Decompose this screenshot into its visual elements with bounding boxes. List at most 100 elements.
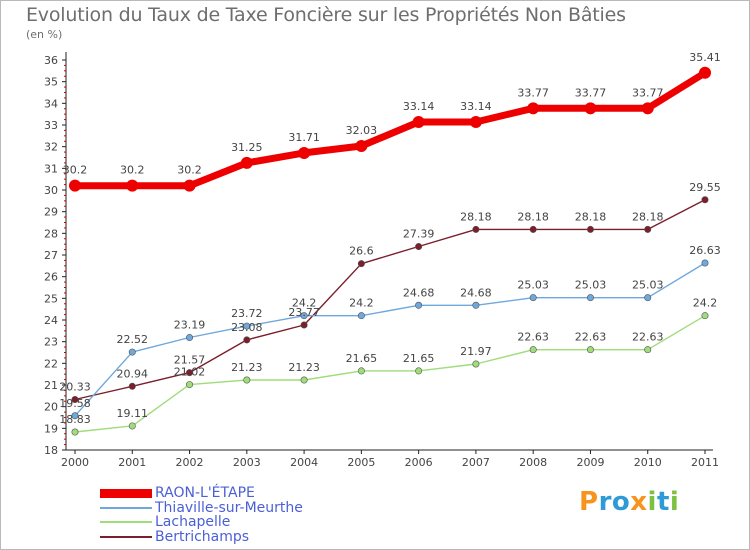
x-tick-label: 2003 (233, 456, 261, 469)
chart-title: Evolution du Taux de Taxe Foncière sur l… (26, 4, 626, 26)
y-unit-label: (en %) (26, 28, 63, 41)
data-point (701, 196, 709, 204)
data-point (699, 66, 711, 79)
data-point (69, 179, 81, 192)
x-tick-label: 2004 (290, 456, 318, 469)
data-label: 30.2 (120, 164, 145, 177)
data-point (472, 360, 480, 368)
data-label: 19.58 (59, 397, 91, 410)
data-label: 21.23 (288, 361, 320, 374)
data-point (126, 179, 139, 192)
data-label: 21.23 (231, 361, 263, 374)
logo-letter: t (656, 487, 670, 517)
data-label: 25.03 (517, 279, 549, 292)
data-point (644, 346, 652, 354)
legend-swatch (100, 521, 152, 523)
data-point (415, 243, 423, 251)
data-point (243, 322, 251, 330)
data-label: 21.65 (346, 352, 378, 365)
x-tick-label: 2011 (691, 456, 719, 469)
data-label: 24.2 (349, 297, 374, 310)
legend-label: Lachapelle (155, 514, 231, 530)
data-label: 27.39 (403, 228, 435, 241)
x-tick-label: 2009 (576, 456, 604, 469)
data-point (527, 102, 540, 115)
logo-letter: x (630, 487, 648, 517)
data-label: 25.03 (575, 279, 607, 292)
data-label: 21.57 (174, 354, 206, 367)
y-tick-label: 32 (44, 141, 58, 154)
y-tick-label: 22 (44, 357, 58, 370)
data-point (355, 140, 368, 153)
y-tick-label: 26 (44, 271, 58, 284)
data-point (357, 260, 365, 268)
data-label: 26.63 (689, 244, 721, 257)
y-tick-label: 35 (44, 76, 58, 89)
y-tick-label: 27 (44, 249, 58, 262)
x-tick-label: 2008 (519, 456, 547, 469)
data-point (300, 312, 308, 320)
data-point (529, 294, 537, 302)
data-label: 33.77 (632, 86, 664, 99)
data-point (529, 346, 537, 354)
data-label: 23.72 (231, 307, 263, 320)
y-tick-label: 34 (44, 97, 58, 110)
y-tick-label: 28 (44, 227, 58, 240)
data-label: 25.03 (632, 279, 664, 292)
data-label: 23.08 (231, 321, 263, 334)
data-point (472, 301, 480, 309)
data-point (300, 321, 308, 329)
y-tick-label: 30 (44, 184, 58, 197)
data-label: 26.6 (349, 245, 374, 258)
data-point (71, 396, 79, 404)
y-tick-label: 31 (44, 162, 58, 175)
data-label: 28.18 (632, 210, 664, 223)
data-point (357, 312, 365, 320)
data-point (415, 301, 423, 309)
legend-swatch (100, 535, 152, 538)
data-point (701, 312, 709, 320)
data-point (586, 346, 594, 354)
data-point (186, 381, 194, 389)
data-label: 21.02 (174, 366, 206, 379)
data-label: 28.18 (575, 210, 607, 223)
data-label: 31.25 (231, 141, 263, 154)
data-point (71, 428, 79, 436)
legend-swatch (100, 488, 152, 498)
data-point (584, 102, 597, 115)
data-label: 23.19 (174, 319, 206, 332)
data-label: 21.65 (403, 352, 435, 365)
data-point (240, 156, 253, 169)
series-line (75, 69, 707, 190)
data-point (586, 225, 594, 233)
data-label: 33.14 (460, 100, 492, 113)
y-tick-label: 19 (44, 422, 58, 435)
data-point (641, 102, 654, 115)
data-point (701, 259, 709, 267)
legend-label: Thiaville-sur-Meurthe (155, 499, 303, 516)
y-tick-label: 33 (44, 119, 58, 132)
legend-swatch (100, 506, 152, 509)
legend-label: Bertrichamps (155, 528, 250, 545)
data-label: 22.63 (632, 331, 664, 344)
data-point (243, 376, 251, 384)
data-label: 21.97 (460, 345, 492, 358)
data-label: 22.63 (517, 331, 549, 344)
data-label: 33.77 (517, 86, 549, 99)
data-label: 22.63 (575, 331, 607, 344)
data-point (644, 294, 652, 302)
logo-letter: o (611, 487, 631, 517)
x-tick-label: 2005 (347, 456, 375, 469)
data-point (298, 146, 311, 159)
data-point (128, 422, 136, 430)
data-label: 35.41 (689, 51, 721, 64)
data-label: 30.2 (63, 164, 88, 177)
y-tick-label: 20 (44, 401, 58, 414)
y-tick-label: 29 (44, 206, 58, 219)
data-point (415, 367, 423, 375)
data-point (128, 382, 136, 390)
data-point (300, 376, 308, 384)
logo-letter: P (579, 487, 599, 517)
